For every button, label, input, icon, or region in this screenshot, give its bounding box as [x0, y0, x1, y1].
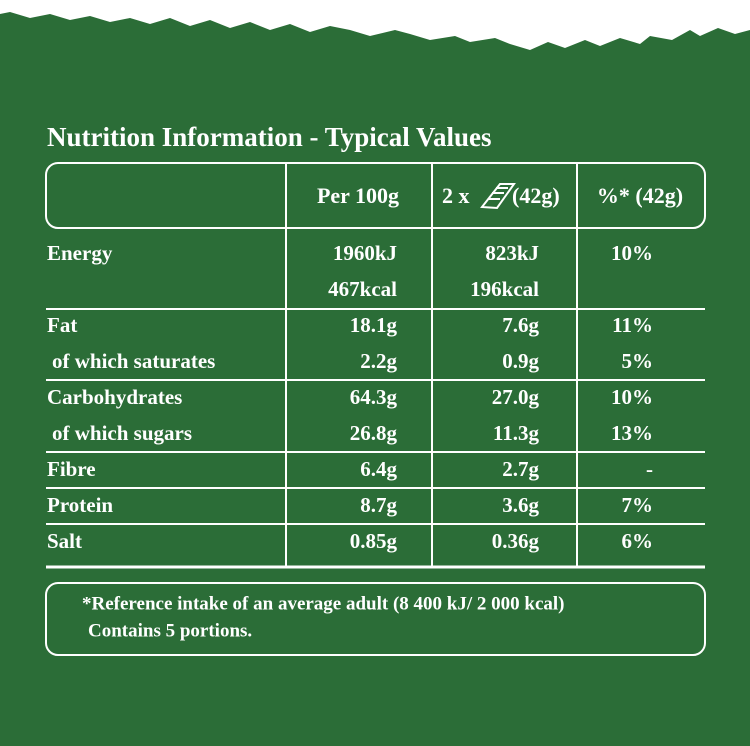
row-label: Energy: [47, 241, 113, 265]
footnote-box: [45, 582, 706, 656]
bar-icon: [480, 183, 516, 210]
serving-value: 0.9g: [502, 349, 539, 373]
serving-value: 11.3g: [493, 421, 540, 445]
reference-value: 11%: [612, 313, 653, 337]
title: Nutrition Information - Typical Values: [47, 122, 492, 152]
row-label: Fat: [47, 313, 77, 337]
row-label: Salt: [47, 529, 82, 553]
per-100g-value: 18.1g: [350, 313, 398, 337]
reference-value: -: [646, 457, 653, 481]
header-per-100g: Per 100g: [317, 183, 399, 208]
per-100g-value: 64.3g: [350, 385, 398, 409]
reference-value: 13%: [611, 421, 653, 445]
row-label: of which sugars: [52, 421, 192, 445]
per-100g-value: 26.8g: [350, 421, 398, 445]
torn-edge: [0, 0, 750, 50]
header-reference: %* (42g): [597, 183, 683, 208]
reference-value: 10%: [611, 241, 653, 265]
row-label: Fibre: [47, 457, 96, 481]
reference-value: 5%: [622, 349, 654, 373]
per-100g-value: 8.7g: [360, 493, 397, 517]
per-100g-value: 1960kJ: [333, 241, 397, 265]
header-serving-suffix: (42g): [512, 183, 560, 208]
serving-value: 3.6g: [502, 493, 539, 517]
footnote-text: Contains 5 portions.: [88, 620, 252, 641]
per-100g-value: 467kcal: [328, 277, 397, 301]
row-label: Protein: [47, 493, 113, 517]
header-serving-prefix: 2 x: [442, 183, 470, 208]
reference-value: 10%: [611, 385, 653, 409]
serving-value: 196kcal: [470, 277, 539, 301]
serving-value: 823kJ: [485, 241, 539, 265]
footnote-text: *Reference intake of an average adult (8…: [82, 593, 565, 614]
per-100g-value: 6.4g: [360, 457, 397, 481]
reference-value: 7%: [622, 493, 654, 517]
row-label: Carbohydrates: [47, 385, 182, 409]
header-box: [45, 162, 706, 229]
row-label: of which saturates: [52, 349, 215, 373]
serving-value: 0.36g: [492, 529, 540, 553]
reference-value: 6%: [622, 529, 654, 553]
serving-value: 27.0g: [492, 385, 540, 409]
serving-value: 2.7g: [502, 457, 539, 481]
per-100g-value: 0.85g: [350, 529, 398, 553]
per-100g-value: 2.2g: [360, 349, 397, 373]
serving-value: 7.6g: [502, 313, 539, 337]
